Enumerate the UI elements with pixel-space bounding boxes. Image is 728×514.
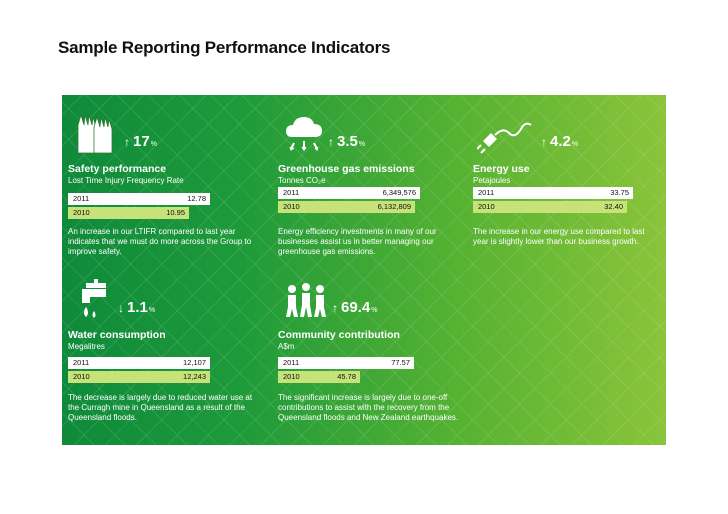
card-subtitle: Petajoules	[473, 176, 511, 185]
bar-year: 2011	[283, 358, 300, 367]
bar-2011: 2011 6,349,576	[278, 187, 420, 199]
bar-value: 32.40	[604, 202, 623, 211]
up-arrow-icon: ↑	[124, 135, 130, 149]
change-indicator: ↑ 3.5%	[328, 133, 365, 150]
bar-year: 2010	[283, 202, 300, 211]
bar-value: 12.78	[187, 194, 206, 203]
bar-2011: 2011 12.78	[68, 193, 210, 205]
card-heading: Safety performance	[68, 163, 167, 175]
card-heading: Greenhouse gas emissions	[278, 163, 415, 175]
card-subtitle: Megalitres	[68, 342, 105, 351]
plug-icon	[477, 111, 532, 155]
cloud-icon	[282, 111, 330, 155]
bar-year: 2011	[283, 188, 300, 197]
card-heading: Water consumption	[68, 329, 166, 341]
change-unit: %	[371, 307, 378, 314]
change-unit: %	[358, 141, 366, 148]
bar-year: 2011	[73, 358, 90, 367]
card-subtitle: A$m	[278, 342, 295, 351]
card-heading: Community contribution	[278, 329, 400, 341]
page-title: Sample Reporting Performance Indicators	[58, 38, 391, 57]
bar-2011: 2011 77.57	[278, 357, 414, 369]
change-indicator: ↑ 17%	[124, 133, 157, 150]
bar-year: 2011	[478, 188, 495, 197]
people-icon	[282, 277, 330, 321]
bar-value: 77.57	[391, 358, 410, 367]
bar-value: 33.75	[610, 188, 629, 197]
card-description: The significant increase is largely due …	[278, 393, 459, 422]
card-description: The decrease is largely due to reduced w…	[68, 393, 253, 422]
bar-2010: 2010 12,243	[68, 371, 210, 383]
bar-year: 2010	[73, 208, 90, 217]
bar-value: 6,349,576	[382, 188, 416, 197]
card-description: Energy efficiency investments in many of…	[278, 227, 437, 256]
bar-2010: 2010 45.78	[278, 371, 360, 383]
tap-icon	[72, 277, 120, 321]
card-subtitle: Lost Time Injury Frequency Rate	[68, 176, 184, 185]
change-value: 69.4	[341, 299, 371, 316]
bar-year: 2011	[73, 194, 90, 203]
bar-2011: 2011 12,107	[68, 357, 210, 369]
change-unit: %	[571, 141, 579, 148]
bar-value: 45.78	[337, 372, 356, 381]
card-heading: Energy use	[473, 163, 530, 175]
card-description: The increase in our energy use compared …	[473, 227, 645, 246]
change-indicator: ↑ 4.2%	[541, 133, 578, 150]
change-indicator: ↑ 69.4%	[332, 299, 377, 316]
change-unit: %	[148, 307, 156, 314]
change-indicator: ↓ 1.1%	[118, 299, 155, 316]
bar-value: 12,243	[183, 372, 206, 381]
change-value: 17	[133, 133, 150, 150]
bar-2010: 2010 6,132,809	[278, 201, 415, 213]
bar-2010: 2010 32.40	[473, 201, 627, 213]
bar-2011: 2011 33.75	[473, 187, 633, 199]
change-value: 1.1	[127, 299, 148, 316]
bar-value: 6,132,809	[377, 202, 411, 211]
change-value: 4.2	[550, 133, 571, 150]
up-arrow-icon: ↑	[332, 301, 338, 315]
bar-2010: 2010 10.95	[68, 207, 189, 219]
bar-year: 2010	[283, 372, 300, 381]
change-unit: %	[150, 141, 157, 148]
card-description: An increase in our LTIFR compared to las…	[68, 227, 252, 256]
background-pattern	[62, 95, 666, 445]
bar-value: 10.95	[166, 208, 185, 217]
change-value: 3.5	[337, 133, 358, 150]
gloves-icon	[72, 111, 120, 155]
down-arrow-icon: ↓	[118, 301, 124, 315]
bar-year: 2010	[73, 372, 90, 381]
bar-value: 12,107	[183, 358, 206, 367]
indicators-panel: ↑ 17% Safety performance Lost Time Injury…	[62, 95, 666, 445]
bar-year: 2010	[478, 202, 495, 211]
up-arrow-icon: ↑	[541, 135, 547, 149]
up-arrow-icon: ↑	[328, 135, 334, 149]
card-subtitle: Tonnes CO₂e	[278, 176, 326, 185]
